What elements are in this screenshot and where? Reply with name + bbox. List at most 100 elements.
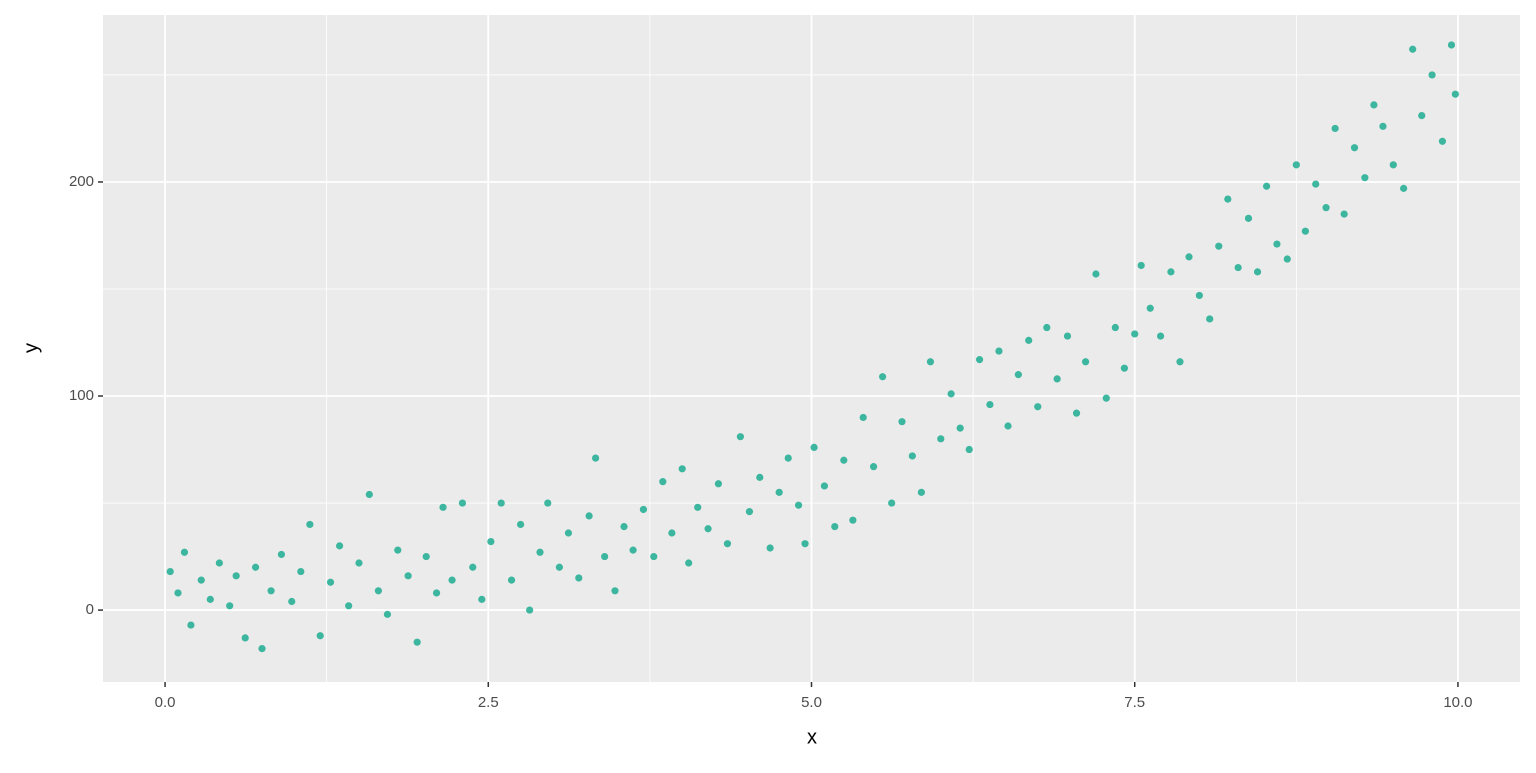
point (975, 356, 984, 364)
point (1025, 336, 1033, 344)
point (507, 576, 516, 584)
point (1120, 364, 1128, 372)
point (820, 482, 829, 490)
point (704, 525, 712, 533)
point (422, 552, 430, 561)
point (736, 433, 744, 441)
point (413, 638, 421, 646)
point (1063, 332, 1072, 340)
point (374, 587, 382, 595)
point (1451, 90, 1459, 98)
point (986, 400, 994, 409)
point (267, 587, 275, 595)
point (723, 540, 732, 548)
point (297, 567, 305, 576)
x-tick-label: 10.0 (1443, 694, 1472, 711)
point (1350, 144, 1359, 152)
point (497, 499, 505, 507)
point (849, 516, 857, 524)
x-tick-label: 5.0 (801, 694, 822, 711)
point (1206, 315, 1214, 323)
point (575, 574, 583, 582)
point (659, 478, 667, 486)
point (226, 602, 234, 610)
point (1379, 122, 1387, 130)
point (859, 413, 867, 422)
point (685, 559, 693, 567)
point (831, 522, 839, 531)
point (1167, 268, 1175, 276)
point (241, 634, 249, 642)
point (801, 540, 809, 548)
point (544, 499, 552, 507)
point (1014, 371, 1022, 379)
point (650, 552, 658, 561)
point (174, 589, 182, 597)
point (345, 602, 353, 610)
point (794, 501, 803, 509)
point (1092, 270, 1100, 278)
point (1400, 184, 1408, 192)
point (215, 559, 223, 567)
point (879, 373, 887, 381)
point (1340, 210, 1348, 218)
point (526, 606, 534, 614)
point (187, 621, 195, 629)
point (1409, 45, 1417, 53)
point (383, 610, 392, 618)
point (232, 572, 240, 580)
point (1283, 255, 1291, 263)
point (784, 454, 792, 462)
point (1156, 332, 1165, 340)
y-tick-label: 100 (69, 387, 94, 404)
point (432, 589, 441, 597)
y-tick-label: 200 (69, 173, 94, 190)
point (591, 454, 600, 462)
point (926, 358, 935, 366)
point (629, 546, 637, 554)
point (1102, 394, 1110, 402)
point (620, 522, 628, 531)
point (678, 465, 686, 473)
point (995, 347, 1003, 355)
point (775, 488, 783, 496)
point (1072, 409, 1081, 417)
point (555, 563, 563, 571)
point (206, 595, 214, 603)
point (965, 445, 973, 454)
point (536, 548, 544, 556)
point (1215, 242, 1223, 250)
point (487, 537, 495, 546)
point (947, 390, 955, 398)
point (639, 505, 648, 514)
point (1111, 323, 1119, 332)
point (898, 418, 906, 426)
x-axis-title: x (807, 726, 817, 748)
point (869, 463, 878, 471)
point (166, 567, 174, 576)
point (288, 597, 296, 606)
point (1137, 261, 1145, 270)
point (714, 480, 723, 488)
point (766, 544, 774, 552)
point (326, 578, 335, 586)
y-axis-title: y (20, 343, 42, 353)
point (1146, 304, 1154, 312)
point (937, 435, 945, 443)
point (1034, 403, 1042, 411)
point (1301, 227, 1309, 235)
point (564, 529, 573, 537)
point (840, 456, 848, 464)
point (1176, 358, 1184, 366)
point (1292, 161, 1300, 169)
point (355, 559, 363, 567)
point (277, 550, 286, 559)
point (745, 508, 754, 516)
point (448, 576, 456, 584)
point (1195, 291, 1203, 300)
point (1370, 101, 1378, 109)
point (1331, 124, 1339, 133)
point (258, 645, 266, 653)
point (1322, 204, 1330, 212)
